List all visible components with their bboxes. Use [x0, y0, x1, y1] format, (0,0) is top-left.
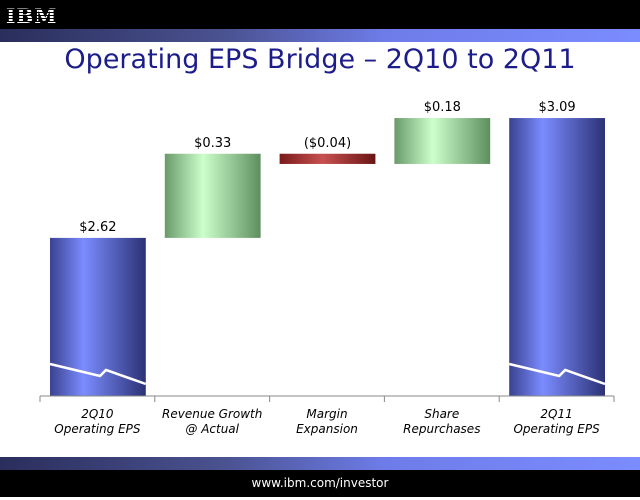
category-label: Operating EPS [513, 422, 600, 436]
category-label: Operating EPS [54, 422, 141, 436]
chart-title: Operating EPS Bridge – 2Q10 to 2Q11 [64, 44, 576, 75]
header-bar: IBM [0, 0, 640, 29]
bar-total [50, 237, 146, 396]
category-label: Share [424, 407, 459, 421]
category-label: Revenue Growth [162, 407, 262, 421]
footer-url[interactable]: www.ibm.com/investor [0, 470, 640, 497]
bar-increase [394, 118, 491, 164]
data-label: $0.18 [424, 100, 461, 115]
bar-increase [164, 153, 261, 238]
axis-break-mark [508, 362, 606, 386]
category-label: 2Q11 [540, 407, 572, 421]
category-label: 2Q10 [81, 407, 114, 421]
data-label: ($0.04) [304, 136, 351, 151]
category-label: Margin [306, 407, 347, 421]
data-label: $2.62 [79, 220, 116, 235]
category-label: Repurchases [403, 422, 480, 436]
bar-total [509, 118, 605, 397]
data-label: $3.09 [538, 100, 575, 115]
axis-break-mark [49, 362, 147, 386]
footer-gradient-band [0, 457, 640, 470]
header-gradient-band [0, 29, 640, 42]
category-label: @ Actual [185, 422, 239, 436]
data-label: $0.33 [194, 136, 231, 151]
ibm-logo: IBM [6, 4, 58, 28]
category-label: Expansion [296, 422, 358, 436]
bar-decrease [279, 153, 376, 164]
